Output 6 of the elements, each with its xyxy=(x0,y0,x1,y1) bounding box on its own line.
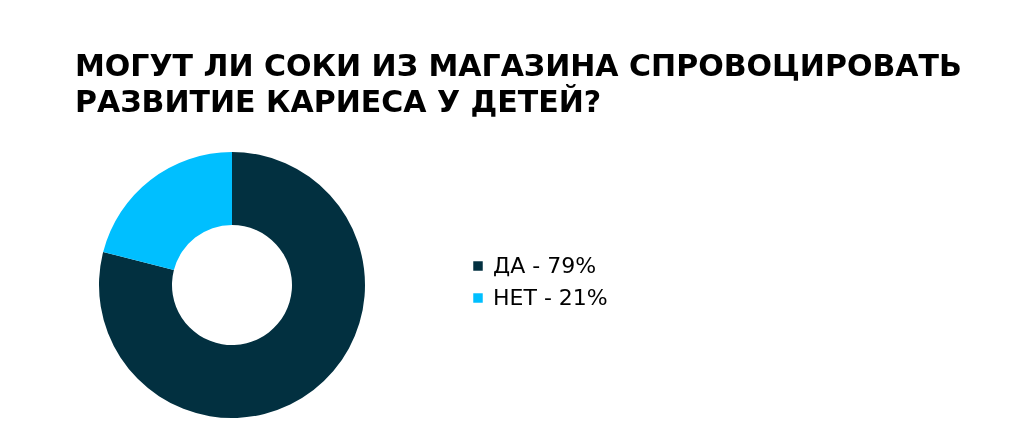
donut-slice xyxy=(103,152,232,271)
text: РАЗВИТИЕ КАРИЕСА У ДЕТЕЙ? xyxy=(75,84,602,119)
legend-label: НЕТ - 21% xyxy=(493,285,608,310)
legend-label: ДА - 79% xyxy=(493,253,597,278)
text: МОГУТ ЛИ СОКИ ИЗ МАГАЗИНА СПРОВОЦИРОВАТЬ xyxy=(75,48,962,83)
donut-slice xyxy=(99,152,365,418)
